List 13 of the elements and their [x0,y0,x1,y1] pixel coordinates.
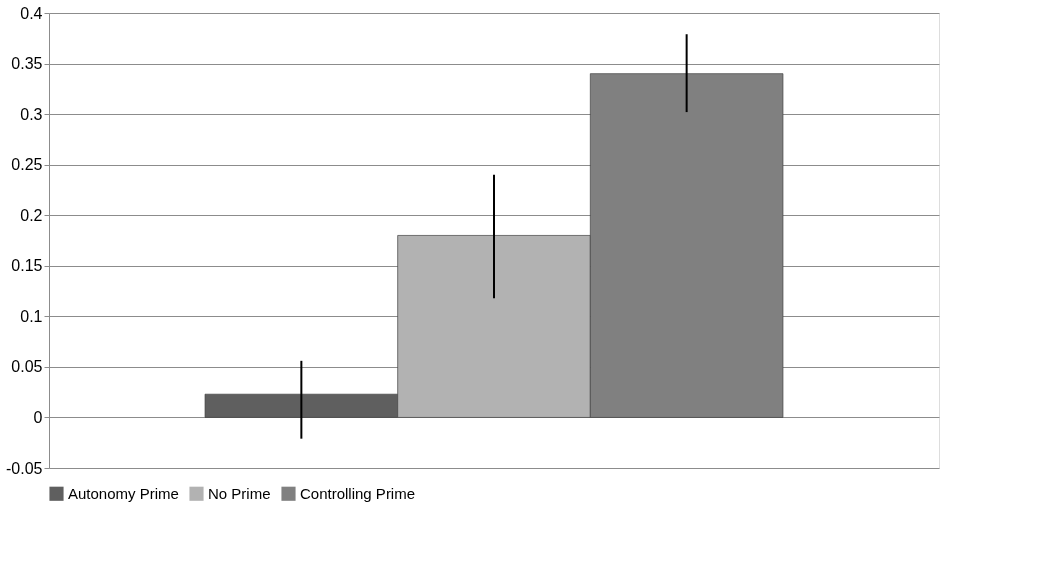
y-tick-label: 0.3 [20,105,43,123]
y-tick-label: -0.05 [6,459,43,477]
legend-label: Autonomy Prime [68,484,179,502]
y-tick-label: 0 [33,408,43,426]
y-tick-label: 0.05 [11,358,43,376]
y-tick-label: 0.4 [20,4,43,22]
y-tick-label: 0.15 [11,257,43,275]
y-tick-label: 0.35 [11,55,43,73]
y-tick-label: 0.1 [20,307,43,325]
legend-label: No Prime [208,484,271,502]
y-tick-label: 0.2 [20,206,43,224]
y-tick-label: 0.25 [11,156,43,174]
legend-label: Controlling Prime [300,484,416,502]
